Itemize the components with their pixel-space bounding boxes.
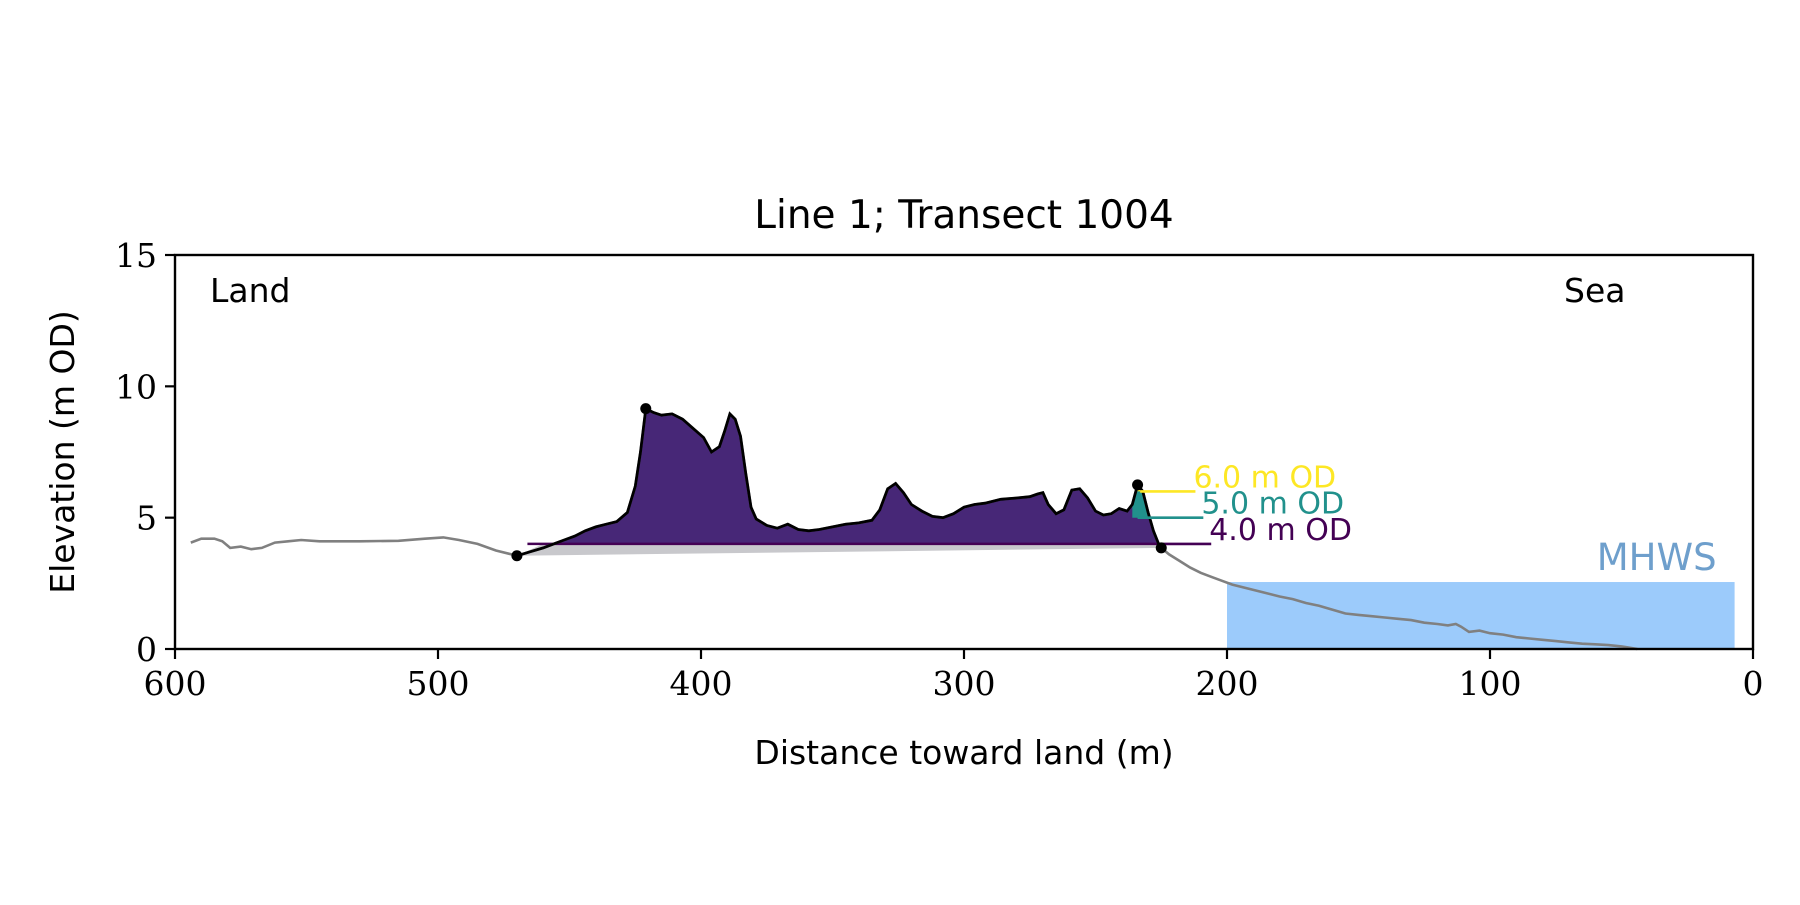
- x-tick-label-3: 300: [933, 664, 996, 703]
- dune-point-2: [1132, 479, 1144, 491]
- dune-point-0: [511, 550, 523, 562]
- x-tick-label-5: 100: [1459, 664, 1522, 703]
- x-tick-label-4: 200: [1196, 664, 1259, 703]
- x-tick-label-6: 0: [1743, 664, 1764, 703]
- sea-annotation: Sea: [1564, 271, 1625, 310]
- dune-profile-line: [516, 406, 1163, 558]
- mhws-area: [1227, 582, 1735, 649]
- x-axis-label: Distance toward land (m): [754, 733, 1173, 772]
- tick-group: 600 500 400 300 200 100 0 0 5 10 15: [115, 236, 1764, 703]
- y-tick-label-0: 0: [136, 630, 157, 669]
- level-label-1: 5.0 m OD: [1201, 487, 1344, 522]
- level-label-2: 6.0 m OD: [1193, 460, 1336, 495]
- y-tick-label-1: 5: [136, 499, 157, 538]
- plot-area: MHWS 4.0 m OD5.0 m OD6.0 m OD: [190, 403, 1735, 651]
- y-tick-label-2: 10: [115, 367, 157, 406]
- chart-title: Line 1; Transect 1004: [754, 193, 1173, 238]
- x-tick-label-2: 400: [670, 664, 733, 703]
- dune-base-shadow: [516, 543, 1162, 556]
- x-tick-label-1: 500: [407, 664, 470, 703]
- land-annotation: Land: [210, 271, 290, 310]
- y-axis-label: Elevation (m OD): [43, 310, 82, 594]
- level-label-0: 4.0 m OD: [1209, 513, 1352, 548]
- x-tick-label-0: 600: [144, 664, 207, 703]
- mhws-label: MHWS: [1597, 536, 1717, 579]
- y-tick-label-3: 15: [115, 236, 157, 275]
- dune-point-1: [640, 403, 652, 415]
- dune-point-3: [1155, 542, 1167, 554]
